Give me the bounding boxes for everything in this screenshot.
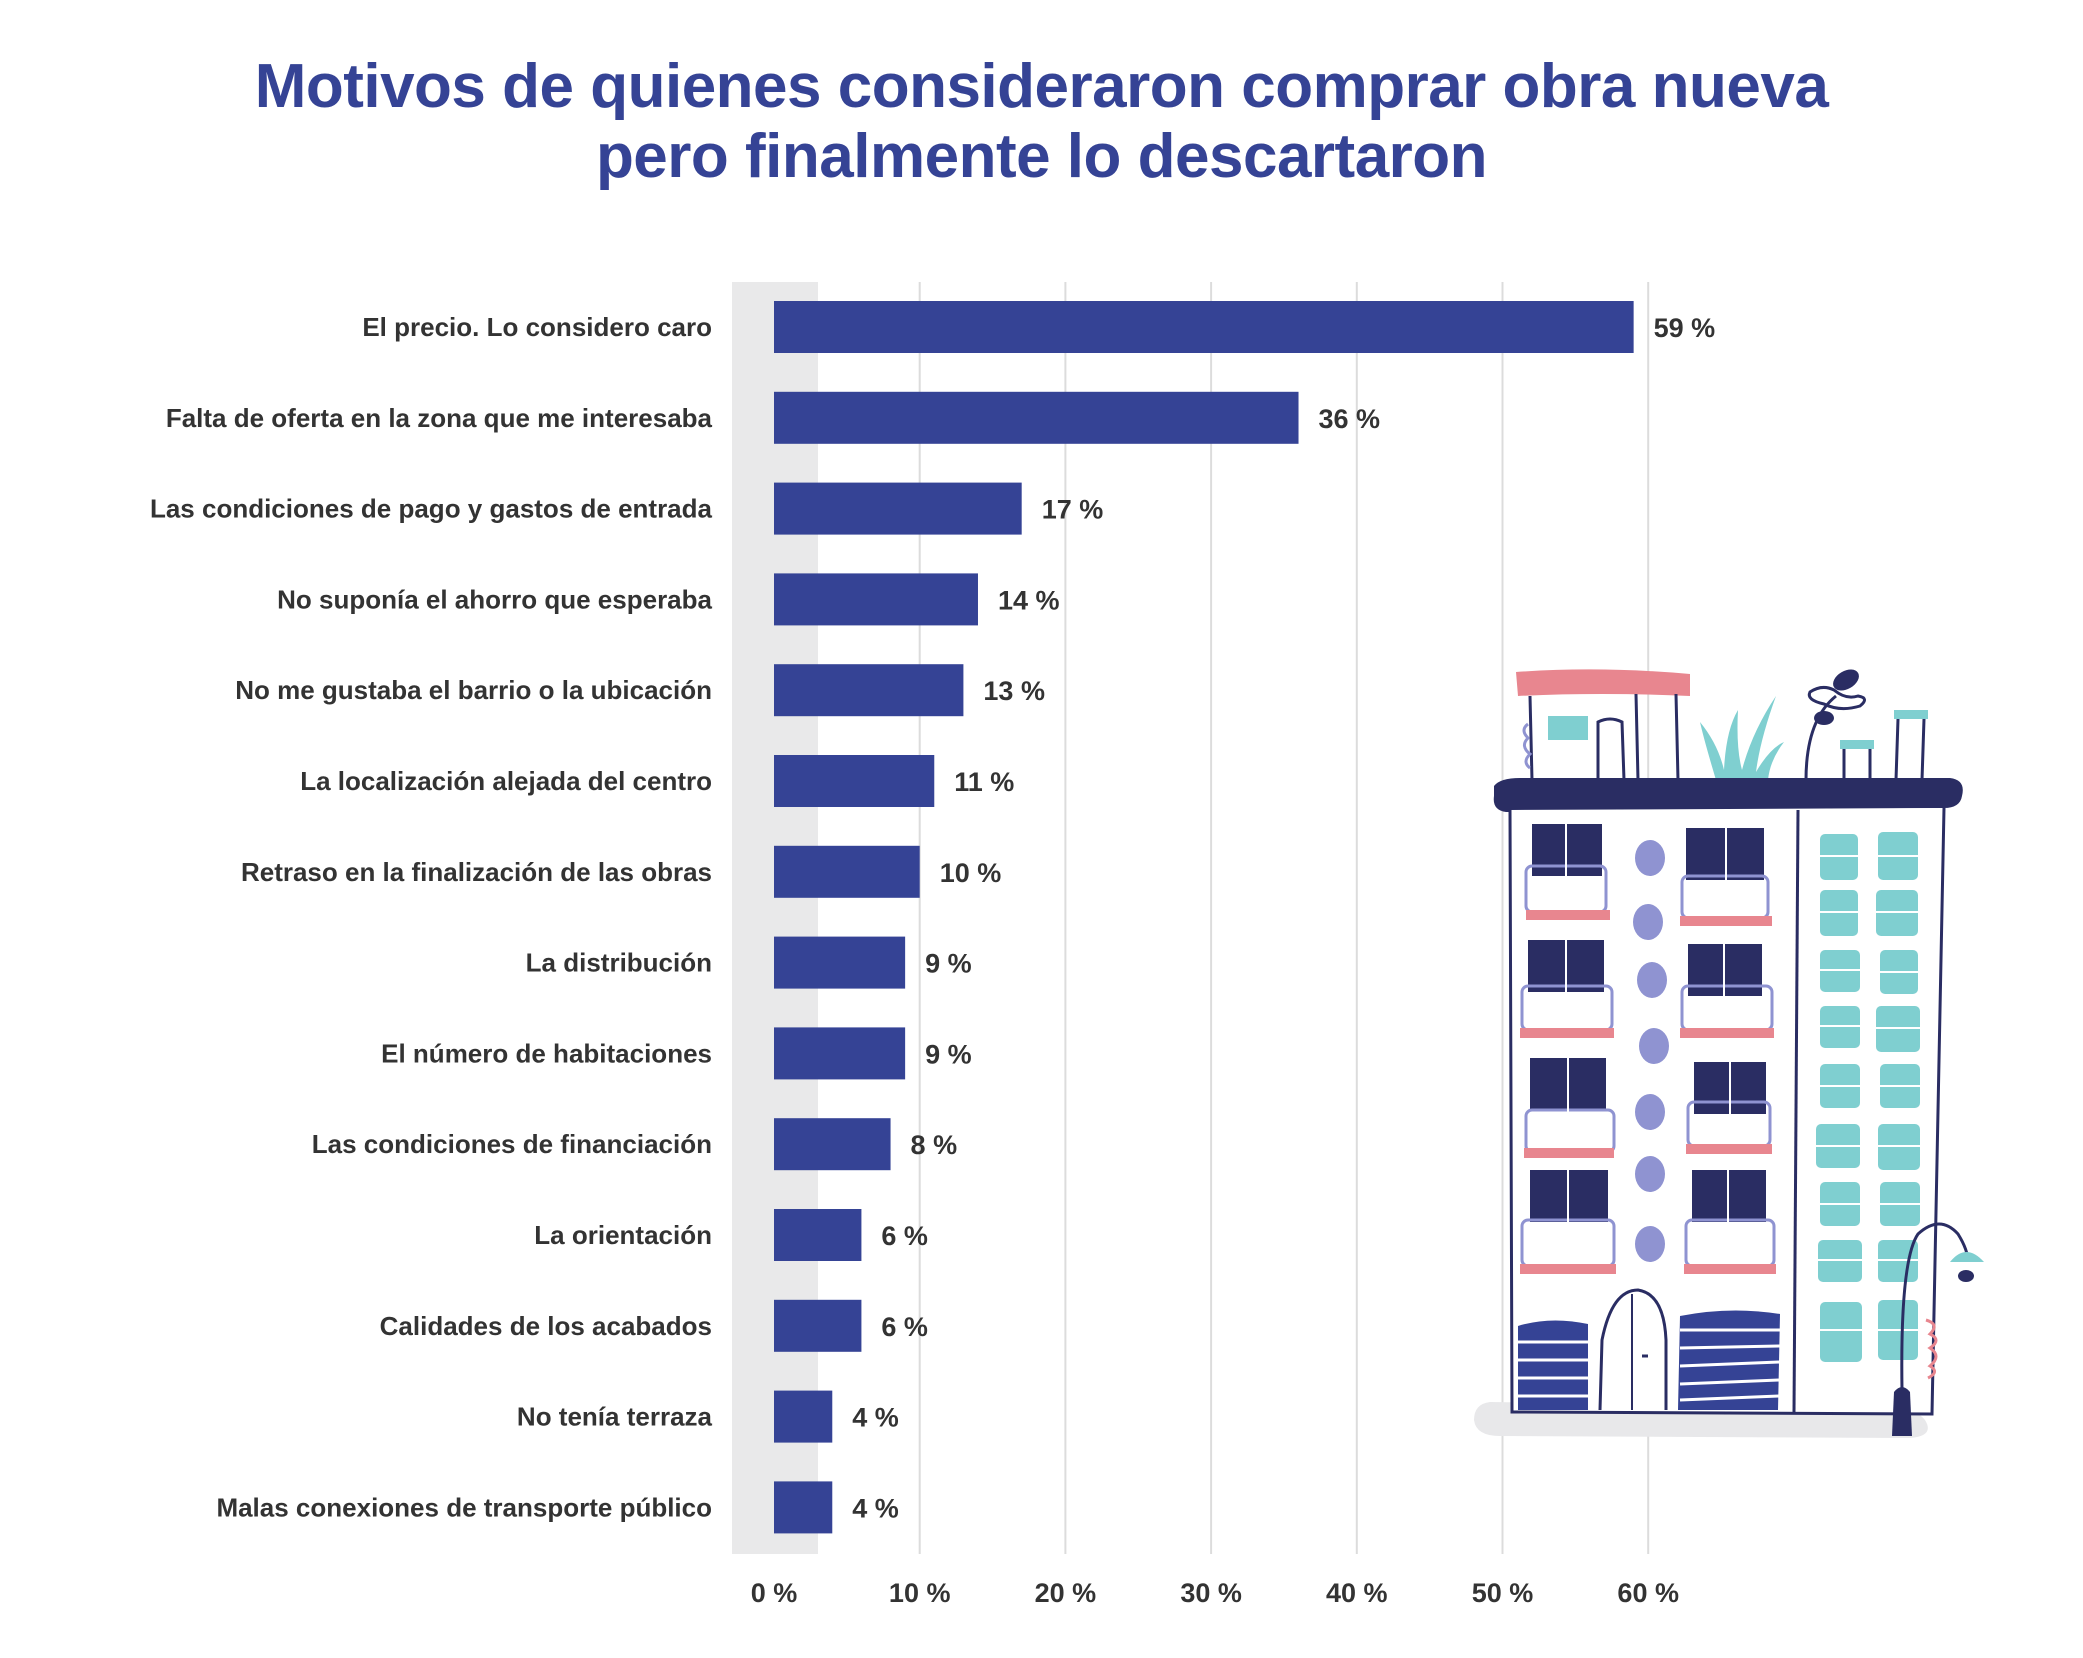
bar-0 xyxy=(774,301,1634,353)
chart-title-line-1: Motivos de quienes consideraron comprar … xyxy=(254,52,1829,121)
x-tick-label-60: 60 % xyxy=(1617,1578,1679,1608)
value-label-6: 10 % xyxy=(940,858,1002,888)
x-tick-label-30: 30 % xyxy=(1180,1578,1242,1608)
category-label-13: Malas conexiones de transporte público xyxy=(216,1492,712,1522)
category-label-9: Las condiciones de financiación xyxy=(312,1129,712,1159)
value-label-1: 36 % xyxy=(1319,404,1381,434)
chart-title-line-2: pero finalmente lo descartaron xyxy=(595,122,1488,191)
bar-6 xyxy=(774,845,920,898)
category-label-2: Las condiciones de pago y gastos de entr… xyxy=(150,494,713,524)
value-label-8: 9 % xyxy=(925,1039,972,1069)
x-tick-labels: 0 % 10 % 20 % 30 % 40 % 50 % 60 % xyxy=(751,1578,1679,1608)
value-label-0: 59 % xyxy=(1654,313,1716,343)
category-label-3: No suponía el ahorro que esperaba xyxy=(277,584,712,614)
value-label-5: 11 % xyxy=(954,767,1014,797)
category-label-1: Falta de oferta en la zona que me intere… xyxy=(166,403,713,433)
value-label-4: 13 % xyxy=(983,676,1045,706)
value-label-2: 17 % xyxy=(1042,495,1104,525)
bar-4 xyxy=(774,664,964,717)
x-tick-label-20: 20 % xyxy=(1035,1578,1097,1608)
category-label-8: El número de habitaciones xyxy=(381,1038,712,1068)
x-tick-label-10: 10 % xyxy=(889,1578,951,1608)
bar-3 xyxy=(774,573,978,626)
bar-5 xyxy=(774,755,935,807)
category-labels: El precio. Lo considero caro Falta de ofe… xyxy=(150,312,713,1522)
x-tick-label-40: 40 % xyxy=(1326,1578,1388,1608)
chart-title: Motivos de quienes consideraron comprar … xyxy=(0,52,2083,192)
x-tick-label-50: 50 % xyxy=(1472,1578,1534,1608)
bar-2 xyxy=(774,482,1022,535)
bar-8 xyxy=(774,1027,906,1080)
category-label-11: Calidades de los acabados xyxy=(380,1311,712,1341)
value-label-12: 4 % xyxy=(852,1403,899,1433)
category-label-0: El precio. Lo considero caro xyxy=(362,312,712,342)
category-label-10: La orientación xyxy=(534,1220,712,1250)
value-labels: 59 % 36 % 17 % 14 % 13 % 11 % 10 % 9 % 9 % 8 % 6 %… xyxy=(852,313,1715,1523)
value-label-10: 6 % xyxy=(881,1221,928,1251)
value-label-11: 6 % xyxy=(881,1312,928,1342)
bar-13 xyxy=(774,1481,833,1534)
bar-7 xyxy=(774,936,906,989)
bar-9 xyxy=(774,1118,891,1171)
value-label-3: 14 % xyxy=(998,585,1060,615)
bar-11 xyxy=(774,1299,862,1352)
category-label-7: La distribución xyxy=(526,948,712,978)
category-label-12: No tenía terraza xyxy=(517,1402,713,1432)
category-label-4: No me gustaba el barrio o la ubicación xyxy=(235,675,712,705)
bars xyxy=(774,301,1634,1534)
bar-10 xyxy=(774,1209,862,1261)
value-label-13: 4 % xyxy=(852,1493,899,1523)
value-label-9: 8 % xyxy=(911,1130,958,1160)
x-tick-label-0: 0 % xyxy=(751,1578,798,1608)
category-label-5: La localización alejada del centro xyxy=(300,766,712,796)
value-label-7: 9 % xyxy=(925,949,972,979)
bar-1 xyxy=(774,391,1299,444)
bar-12 xyxy=(774,1390,833,1443)
category-label-6: Retraso en la finalización de las obras xyxy=(241,857,712,887)
